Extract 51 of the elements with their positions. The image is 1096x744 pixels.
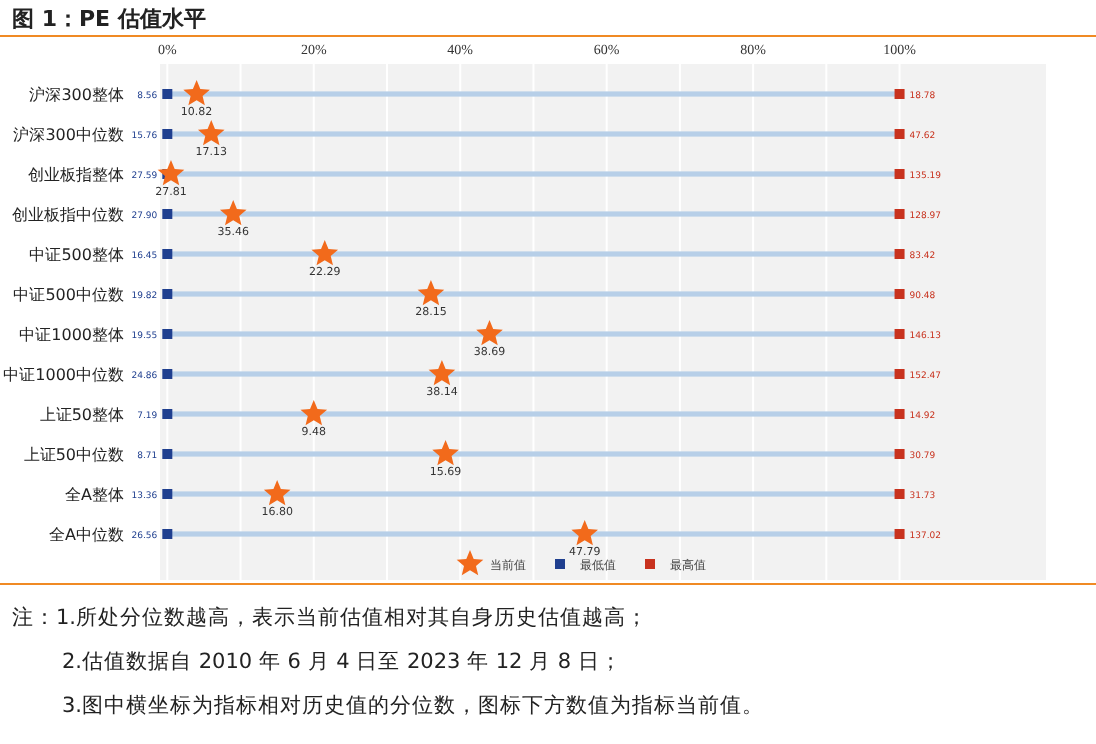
text: 3.图中横坐标为指标相对历史值的分位数，图标下方数值为指标当前值。 — [62, 692, 765, 718]
point — [162, 369, 173, 379]
point — [162, 289, 173, 299]
y-tick-label: 中证1000整体 — [19, 326, 124, 344]
y-tick-label: 全A中位数 — [49, 526, 124, 544]
y-tick-label: 中证500整体 — [29, 246, 124, 264]
point — [162, 209, 173, 219]
point — [894, 369, 905, 379]
y-tick-label: 沪深300整体 — [29, 86, 124, 104]
text: 注：1.所处分位数越高，表示当前估值相对其自身历史估值越高； — [12, 604, 649, 630]
y-tick-label: 全A整体 — [65, 486, 124, 504]
y-tick-label: 沪深300中位数 — [13, 126, 124, 144]
point — [162, 529, 173, 539]
y-tick-label: 上证50中位数 — [23, 446, 124, 464]
point — [219, 200, 247, 226]
point — [894, 249, 905, 259]
point — [417, 280, 445, 306]
point — [894, 449, 905, 459]
point — [162, 409, 173, 419]
point — [432, 440, 459, 466]
point — [476, 320, 503, 346]
point — [894, 209, 905, 219]
point — [162, 489, 173, 499]
point — [428, 360, 456, 386]
y-tick-label: 中证1000中位数 — [3, 366, 124, 384]
point — [571, 520, 598, 546]
point — [197, 120, 225, 146]
point — [162, 129, 173, 139]
point — [894, 89, 905, 99]
point — [894, 489, 905, 499]
y-tick-label: 创业板指整体 — [28, 166, 124, 184]
point — [162, 329, 173, 339]
point — [157, 160, 185, 186]
chart-title: 图 1：PE 估值水平 — [12, 6, 206, 32]
point — [894, 289, 905, 299]
point — [894, 329, 905, 339]
point — [894, 529, 905, 539]
point — [894, 409, 905, 419]
text: 2.估值数据自 2010 年 6 月 4 日至 2023 年 12 月 8 日； — [62, 650, 622, 674]
y-tick-label: 中证500中位数 — [13, 286, 124, 304]
point — [162, 449, 173, 459]
point — [162, 89, 173, 99]
point — [162, 249, 173, 259]
y-tick-label: 创业板指中位数 — [12, 206, 124, 224]
point — [300, 400, 328, 426]
point — [311, 240, 339, 266]
point — [263, 480, 291, 506]
y-tick-label: 上证50整体 — [39, 406, 124, 424]
point — [894, 129, 905, 139]
point — [894, 169, 905, 179]
point — [183, 80, 210, 106]
